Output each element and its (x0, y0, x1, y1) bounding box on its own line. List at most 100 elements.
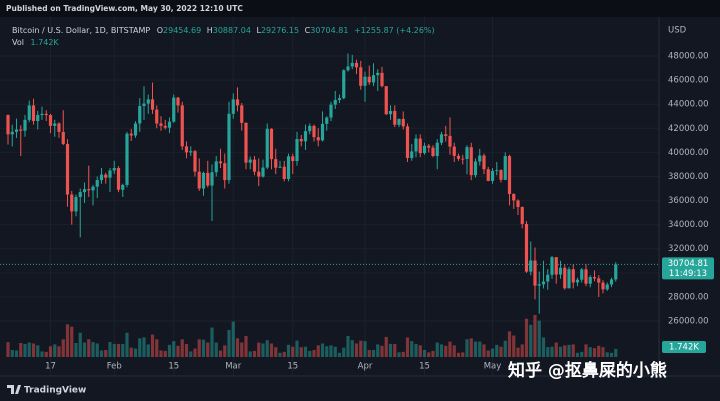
volume-bar (133, 348, 138, 357)
candle-body (231, 99, 235, 114)
candle-body (142, 103, 146, 107)
candle-body (87, 189, 91, 191)
candle-body (563, 267, 567, 289)
candle-body (592, 277, 597, 279)
candle-body (40, 113, 44, 116)
volume-bar (125, 332, 129, 357)
candle-body (418, 138, 422, 154)
volume-bar (61, 339, 65, 357)
volume-bar (516, 347, 520, 357)
ohlc-label: L (256, 26, 261, 35)
candle-body (155, 109, 159, 124)
volume-title: Vol (12, 38, 24, 47)
volume-bar (57, 346, 61, 357)
ohlc-label: O (157, 26, 163, 35)
candle-body (456, 155, 461, 159)
volume-bar (388, 343, 393, 357)
candle-body (65, 143, 70, 195)
candle-body (274, 159, 278, 168)
tradingview-logo: TradingView (7, 385, 86, 396)
volume-bar (155, 339, 159, 357)
candle-body (19, 129, 23, 131)
y-tick-label: 40000.00 (668, 148, 709, 158)
candle-body (478, 155, 482, 162)
candle-body (104, 174, 108, 178)
volume-bar (609, 352, 614, 357)
volume-bar (473, 341, 478, 357)
volume-bar (282, 351, 286, 357)
volume-bar (70, 326, 74, 357)
volume-bar (580, 351, 584, 357)
candle-body (180, 105, 184, 147)
candle-body (108, 170, 112, 178)
candle-body (363, 76, 367, 86)
candle-body (495, 170, 499, 171)
candle-body (584, 269, 588, 284)
x-tick-label: 17 (45, 362, 56, 372)
volume-bar (329, 345, 333, 357)
volume-bar (257, 342, 261, 357)
published-note: Published on TradingView.com, May 30, 20… (6, 4, 243, 13)
volume-bar (588, 347, 592, 357)
volume-bar (19, 343, 23, 357)
x-tick-label: May (484, 362, 502, 372)
volume-bar (138, 338, 142, 357)
candle-body (380, 72, 384, 87)
volume-bar (150, 334, 155, 357)
volume-bar (240, 342, 244, 357)
volume-bar (172, 341, 176, 357)
volume-bar (40, 351, 44, 357)
candle-body (210, 172, 214, 186)
candle-body (503, 156, 507, 180)
candle-body (129, 133, 133, 136)
candle-body (265, 128, 269, 168)
volume-bar (31, 343, 36, 357)
volume-tag-label: 1.742K (669, 343, 699, 353)
candle-body (448, 135, 452, 147)
volume-bar (541, 337, 546, 357)
volume-bar (316, 345, 320, 357)
candle-body (36, 115, 40, 122)
volume-bar (605, 352, 609, 357)
volume-bar (74, 343, 78, 357)
candle-body (367, 76, 371, 83)
watermark: 知乎 @抠鼻屎的小熊 (507, 360, 667, 381)
candle-body (499, 170, 503, 180)
candle-body (580, 269, 584, 280)
candle-body (278, 166, 282, 168)
candle-body (308, 125, 312, 132)
volume-bar (278, 352, 282, 357)
candle-body (410, 151, 414, 159)
candle-body (133, 123, 138, 136)
last-price-tag (662, 257, 714, 280)
candle-body (261, 167, 265, 177)
low-value: 29276.15 (261, 26, 299, 35)
candle-body (299, 139, 303, 142)
candle-body (312, 125, 316, 138)
volume-bar (95, 343, 99, 357)
candle-body (333, 99, 337, 105)
volume-bar (575, 352, 580, 357)
volume-bar (82, 342, 87, 357)
candle-body (27, 105, 31, 120)
volume-bar (503, 340, 507, 357)
volume-bar (44, 351, 48, 357)
volume-bar (495, 344, 499, 357)
volume-bar (320, 343, 325, 357)
volume-bar (571, 344, 575, 357)
y-tick-label: 28000.00 (668, 292, 709, 302)
x-tick-label: Feb (107, 362, 122, 372)
candle-body (303, 131, 308, 142)
volume-bar (448, 341, 452, 357)
candle-body (609, 279, 614, 285)
candle-body (286, 156, 291, 180)
candle-body (512, 193, 516, 201)
candle-body (486, 169, 490, 181)
x-tick-label: Apr (358, 362, 373, 372)
volume-bar (184, 343, 189, 357)
last-price-label: 30704.81 (668, 259, 709, 269)
volume-bar (104, 350, 108, 357)
volume-bar (244, 336, 248, 357)
candle-body (244, 122, 248, 163)
candle-body (240, 105, 244, 123)
